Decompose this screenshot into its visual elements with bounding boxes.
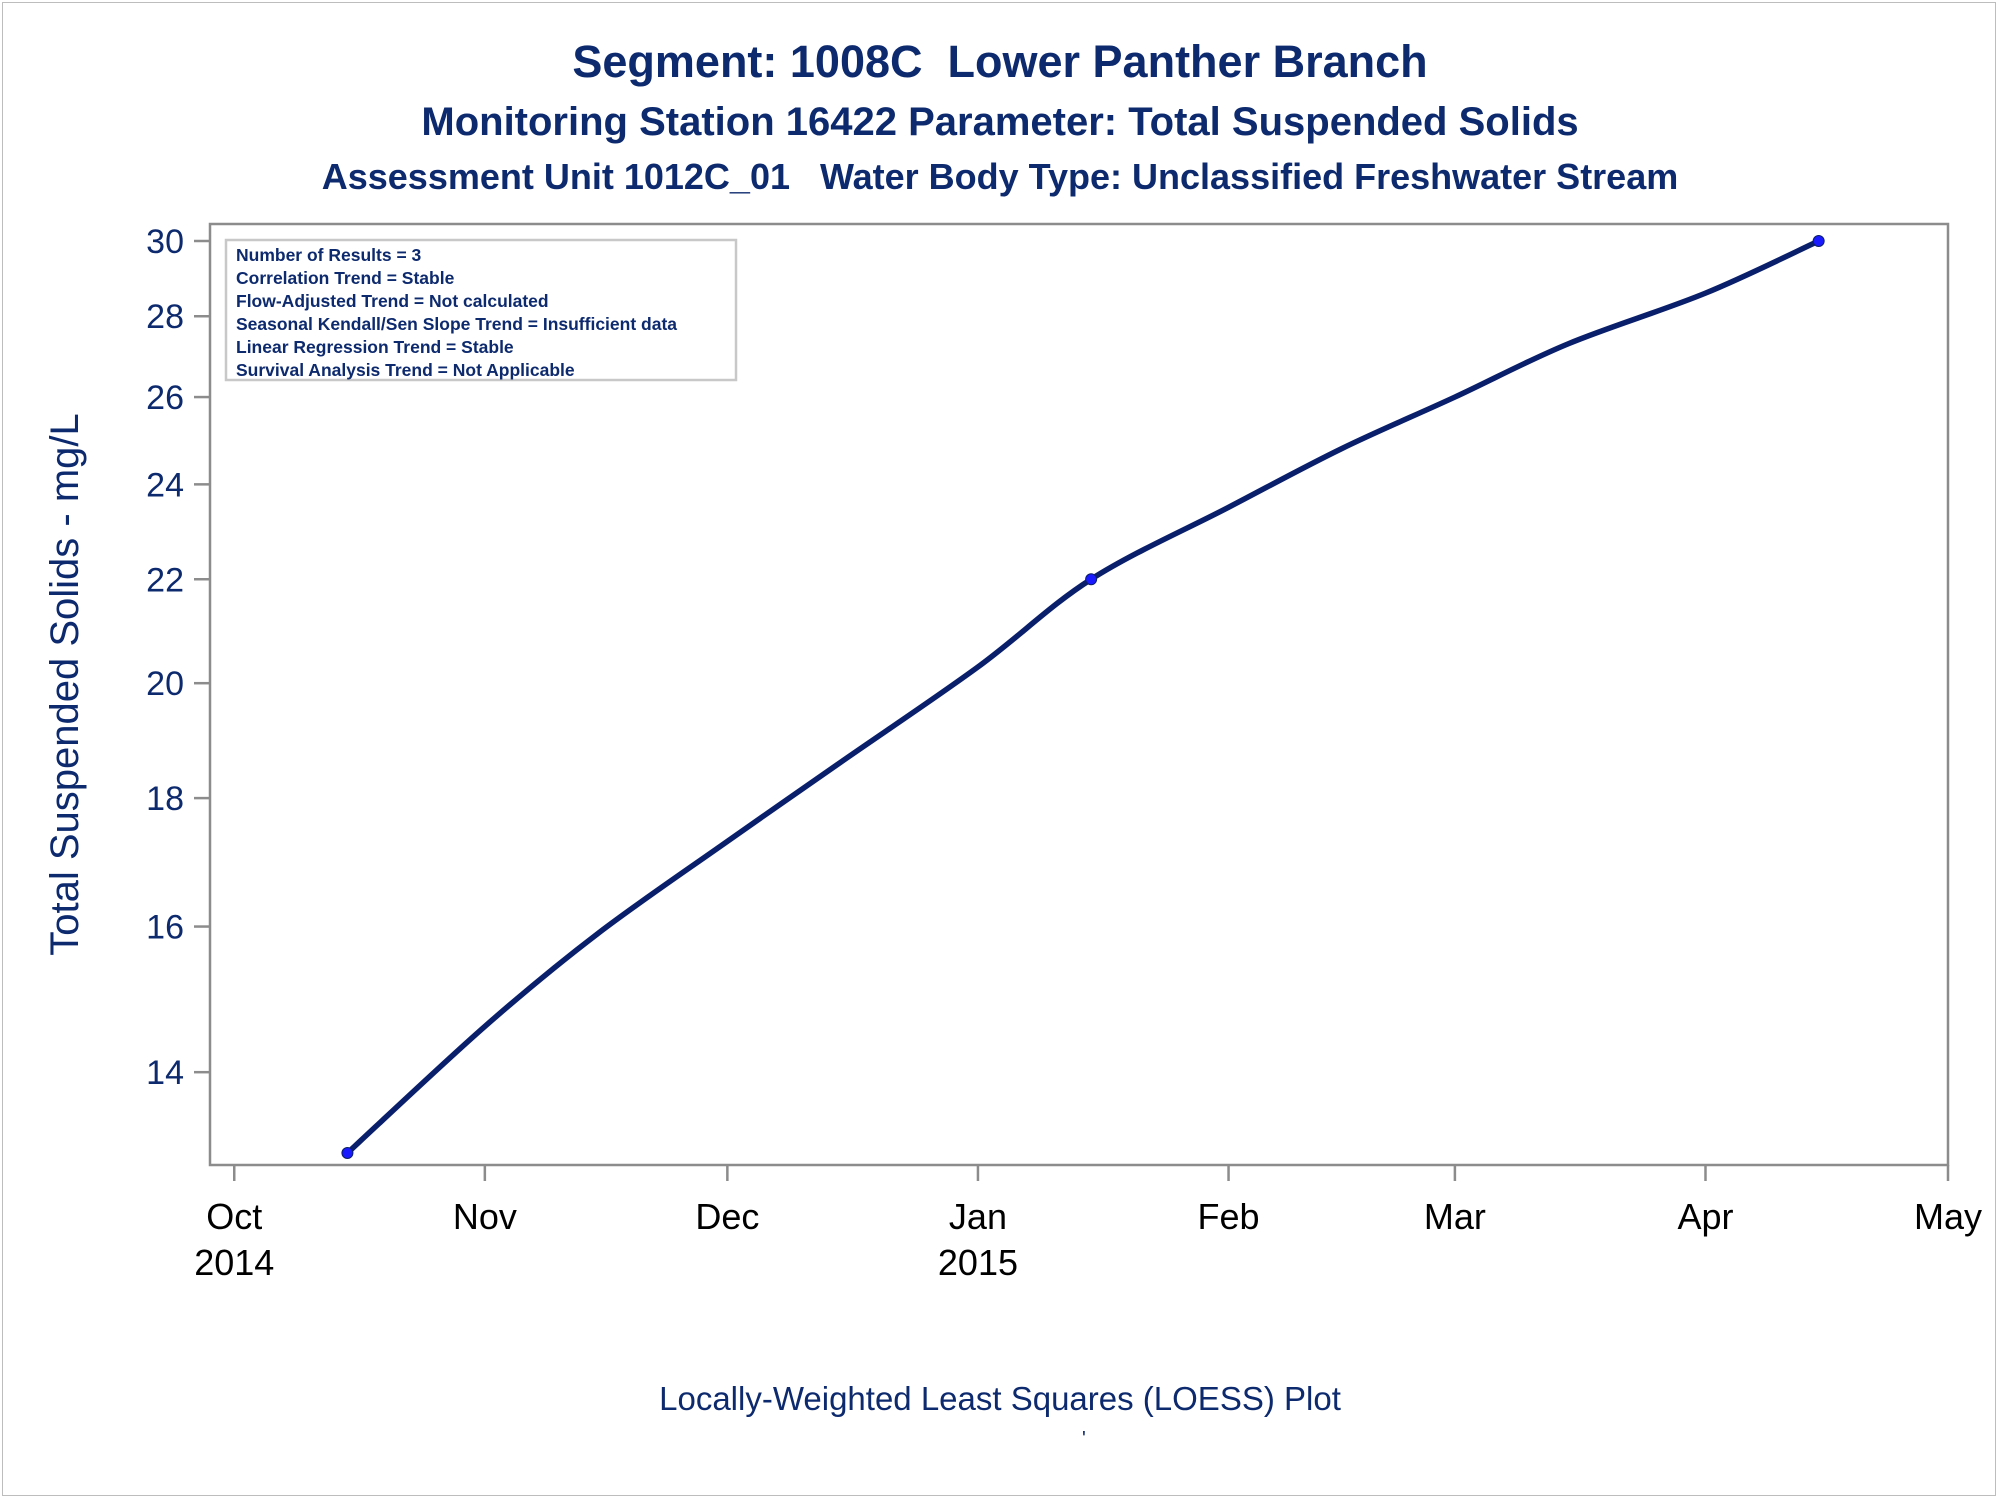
data-point <box>1085 573 1098 586</box>
stats-line: Survival Analysis Trend = Not Applicable <box>236 360 575 380</box>
y-tick-label: 18 <box>146 780 184 818</box>
x-tick-label: Nov <box>453 1196 517 1237</box>
stats-line: Correlation Trend = Stable <box>236 268 455 288</box>
y-tick-label: 26 <box>146 379 184 417</box>
y-tick-label: 28 <box>146 298 184 336</box>
x-tick-year-label: 2015 <box>938 1242 1018 1283</box>
stats-line: Linear Regression Trend = Stable <box>236 337 514 357</box>
x-tick-label: Apr <box>1677 1196 1733 1237</box>
footnote-mark: ' <box>1082 1428 1086 1450</box>
x-tick-label: Feb <box>1198 1196 1260 1237</box>
y-tick-label: 30 <box>146 223 184 261</box>
x-tick-label: Oct <box>206 1196 262 1237</box>
chart-subtitle-2: Assessment Unit 1012C_01 Water Body Type… <box>321 156 1679 197</box>
chart-footnote: Locally-Weighted Least Squares (LOESS) P… <box>659 1380 1341 1417</box>
y-tick-label: 14 <box>146 1054 184 1092</box>
y-axis-label: Total Suspended Solids - mg/L <box>43 413 87 956</box>
stats-box <box>224 238 738 382</box>
stats-line: Seasonal Kendall/Sen Slope Trend = Insuf… <box>236 314 677 334</box>
stats-line: Number of Results = 3 <box>236 245 422 265</box>
data-point <box>341 1147 354 1159</box>
x-tick-label: Dec <box>695 1196 759 1237</box>
stats-line: Flow-Adjusted Trend = Not calculated <box>236 291 549 311</box>
data-point <box>1812 235 1825 247</box>
x-tick-label: Jan <box>949 1196 1007 1237</box>
chart-title: Segment: 1008C Lower Panther Branch <box>572 36 1428 87</box>
y-tick-label: 22 <box>146 561 184 599</box>
y-tick-label: 16 <box>146 909 184 947</box>
plot-area-frame <box>208 222 1950 1167</box>
x-tick-year-label: 2014 <box>194 1242 274 1283</box>
loess-line <box>344 238 1822 1156</box>
x-tick-label: May <box>1914 1196 1982 1237</box>
chart-subtitle: Monitoring Station 16422 Parameter: Tota… <box>421 100 1579 144</box>
y-tick-label: 20 <box>146 665 184 703</box>
x-tick-label: Mar <box>1424 1196 1486 1237</box>
y-tick-label: 24 <box>146 466 184 504</box>
